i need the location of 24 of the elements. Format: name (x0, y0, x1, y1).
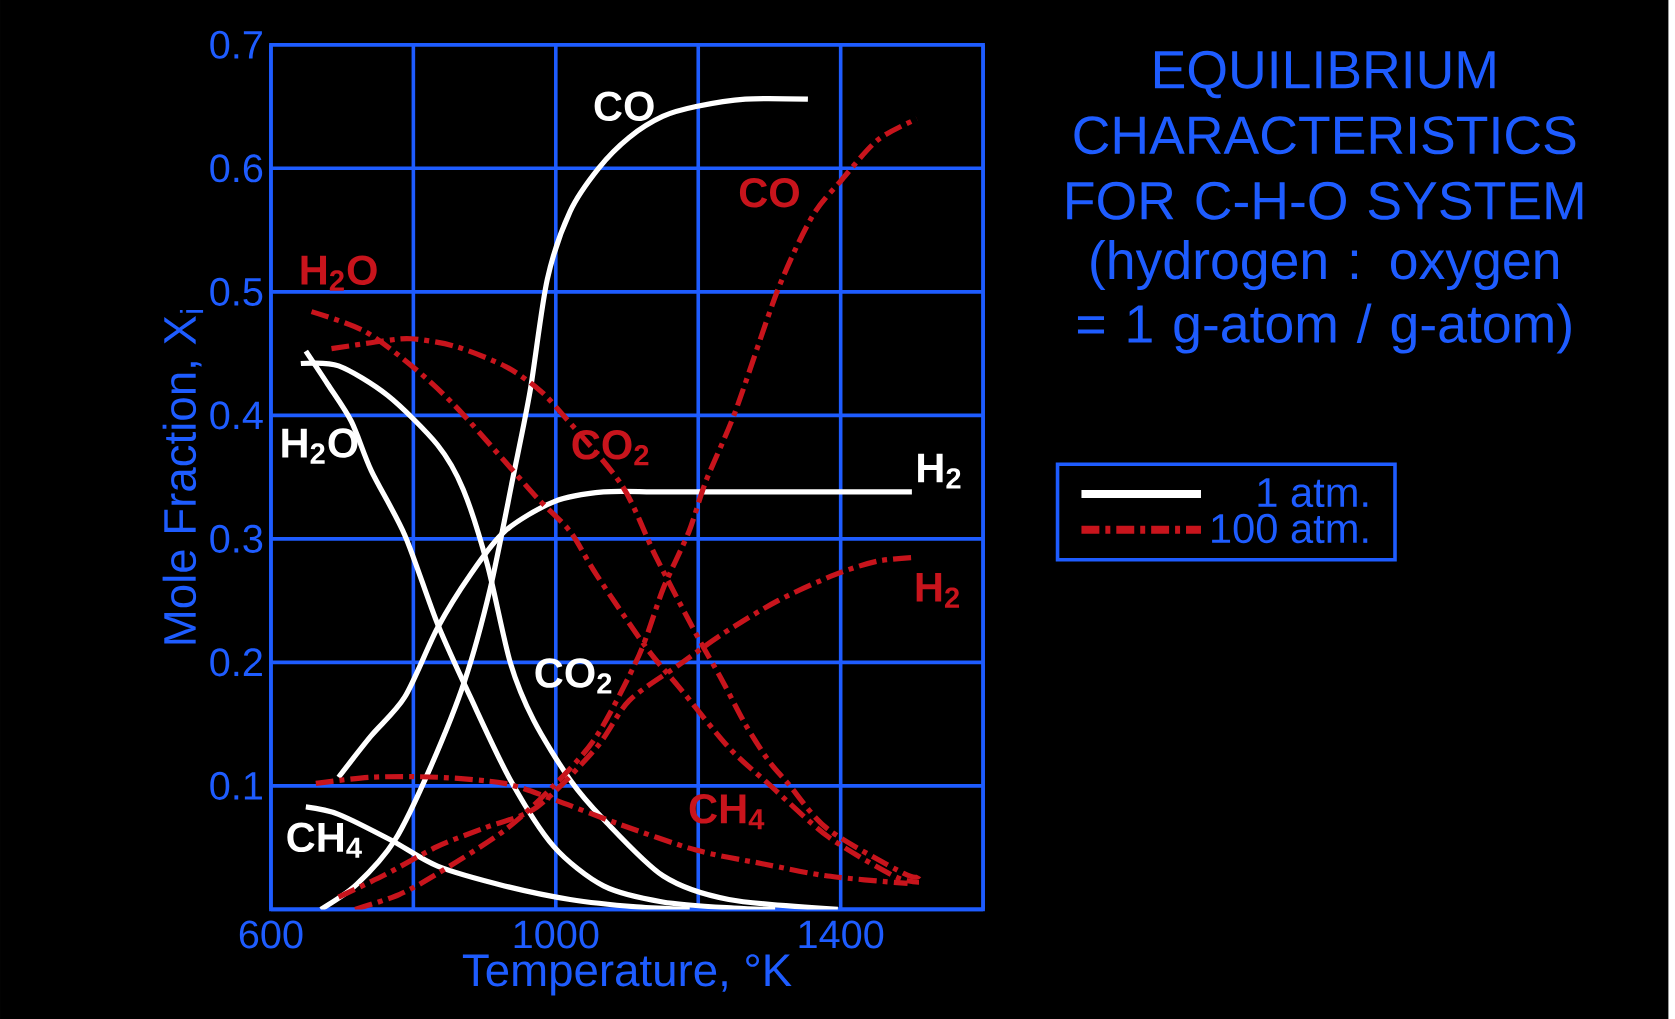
annotation: CO$_{2}$ (572, 430, 649, 466)
legend-label: 1 atm. (1258, 478, 1368, 508)
text: EQUILIBRIUM CHARACTERISTICS FOR C-H-O SYSTEM (1067, 50, 1583, 220)
x-tick-label: 1000 (514, 920, 599, 949)
text: (hydrogen : oxygen = 1 g-atom / g-atom) (1077, 240, 1571, 354)
y-tick-label: 0.3 (210, 524, 263, 553)
y-tick-label: 0.6 (210, 154, 263, 183)
annotation: H$_{2}$O (301, 255, 377, 291)
annotation: H$_{2}$ (916, 572, 960, 608)
y-tick-label: 0.2 (210, 648, 262, 677)
annotation: CO (739, 177, 799, 208)
x-tick-label: 1400 (799, 920, 884, 949)
y-tick-label: 0.4 (210, 401, 263, 430)
annotation: CH$_{4}$ (287, 822, 362, 858)
legend-label: 100 atm. (1212, 513, 1368, 544)
y-axis-title: Mole Fraction, X$_{i}$ (162, 310, 204, 644)
annotation: CO (594, 91, 654, 121)
annotation: H$_{2}$O (282, 428, 358, 464)
x-axis-title: Temperature, °K (462, 954, 792, 996)
y-tick-label: 0.1 (210, 771, 262, 800)
y-tick-label: 0.5 (210, 277, 263, 306)
x-tick-label: 600 (239, 920, 303, 949)
y-tick-label: 0.7 (210, 30, 262, 59)
annotation: H$_{2}$ (918, 453, 961, 489)
